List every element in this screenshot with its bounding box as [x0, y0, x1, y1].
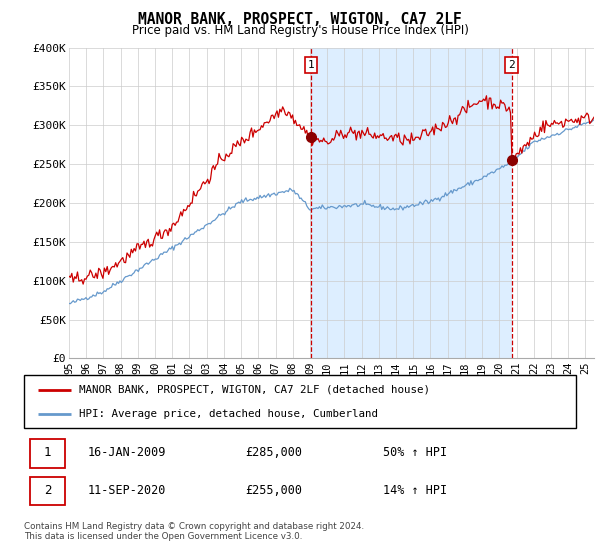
Text: 1: 1: [44, 446, 52, 459]
Text: 1: 1: [307, 60, 314, 70]
Text: 11-SEP-2020: 11-SEP-2020: [88, 484, 166, 497]
Text: £255,000: £255,000: [245, 484, 302, 497]
Bar: [311, 48, 512, 358]
Text: 2: 2: [44, 484, 52, 497]
Text: 14% ↑ HPI: 14% ↑ HPI: [383, 484, 447, 497]
FancyBboxPatch shape: [24, 375, 576, 428]
Text: Price paid vs. HM Land Registry's House Price Index (HPI): Price paid vs. HM Land Registry's House …: [131, 24, 469, 37]
Text: HPI: Average price, detached house, Cumberland: HPI: Average price, detached house, Cumb…: [79, 409, 378, 419]
Text: 50% ↑ HPI: 50% ↑ HPI: [383, 446, 447, 459]
Text: Contains HM Land Registry data © Crown copyright and database right 2024.
This d: Contains HM Land Registry data © Crown c…: [24, 522, 364, 542]
Text: MANOR BANK, PROSPECT, WIGTON, CA7 2LF (detached house): MANOR BANK, PROSPECT, WIGTON, CA7 2LF (d…: [79, 385, 430, 395]
FancyBboxPatch shape: [29, 439, 65, 468]
FancyBboxPatch shape: [29, 477, 65, 505]
Text: 2: 2: [508, 60, 515, 70]
Text: MANOR BANK, PROSPECT, WIGTON, CA7 2LF: MANOR BANK, PROSPECT, WIGTON, CA7 2LF: [138, 12, 462, 27]
Text: 16-JAN-2009: 16-JAN-2009: [88, 446, 166, 459]
Text: £285,000: £285,000: [245, 446, 302, 459]
